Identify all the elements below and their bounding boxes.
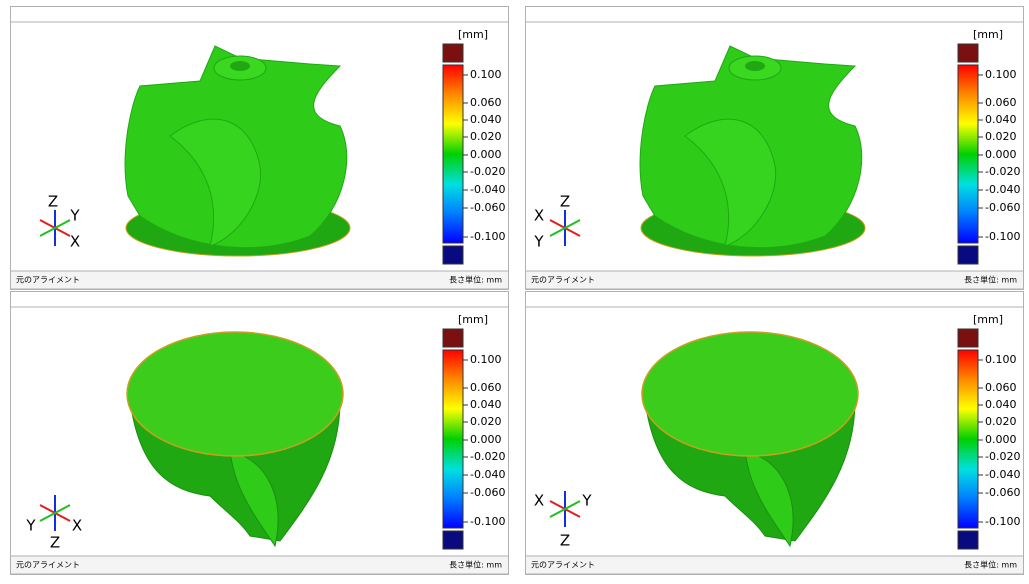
scale-label: 0.000 [985, 433, 1017, 446]
model-hub-hole [745, 61, 765, 71]
scale-label: 0.040 [470, 113, 502, 126]
axis-label: X [70, 233, 80, 251]
axis-green [39, 504, 71, 522]
scale-label: -0.100 [470, 230, 505, 243]
scale-label: 0.020 [985, 415, 1017, 428]
scale-label: 0.020 [470, 130, 502, 143]
footer-left: 元のアライメント [531, 276, 595, 285]
model-top [641, 331, 859, 457]
colorbar [442, 64, 464, 244]
axis-green [549, 500, 581, 518]
axis-label: X [72, 517, 82, 535]
axis-label: Y [69, 207, 80, 225]
scale-label: -0.060 [470, 486, 505, 499]
axis-label: Z [560, 532, 570, 550]
scale-label: 0.000 [470, 433, 502, 446]
scale-label: -0.040 [470, 183, 505, 196]
axis-label: Z [48, 193, 58, 211]
colorbar-min [957, 530, 979, 550]
scale-label: 0.060 [985, 381, 1017, 394]
footer-right: 長さ単位: mm [964, 560, 1017, 570]
model-blade [744, 450, 794, 548]
model-blade [169, 118, 262, 247]
footer [525, 555, 1024, 575]
scale-label: -0.060 [985, 486, 1020, 499]
unit-label: [mm] [973, 313, 1003, 326]
model-blade [229, 450, 279, 548]
axis-label: Z [560, 193, 570, 211]
footer-right: 長さ単位: mm [449, 275, 502, 285]
colorbar [957, 64, 979, 244]
scale-label: 0.000 [985, 148, 1017, 161]
unit-label: [mm] [458, 28, 488, 41]
scale-label: -0.020 [985, 165, 1020, 178]
panel: [mm] 0.100 0.060 0.040 0.020 0.000 -0.020 -0.04… [525, 6, 1024, 290]
scale-label: 0.100 [985, 353, 1017, 366]
scale-label: -0.040 [470, 468, 505, 481]
footer-left: 元のアライメント [531, 561, 595, 570]
model-top [126, 331, 344, 457]
panel: [mm] 0.100 0.060 0.040 0.020 0.000 -0.020 -0.04… [10, 291, 509, 575]
colorbar-min [957, 245, 979, 265]
scale-label: -0.060 [470, 201, 505, 214]
footer [10, 270, 509, 290]
colorbar-max [957, 328, 979, 348]
axis-green [549, 219, 581, 237]
colorbar [442, 349, 464, 529]
axis-green [39, 219, 71, 237]
footer [525, 270, 1024, 290]
scale-label: 0.060 [470, 381, 502, 394]
footer-right: 長さ単位: mm [964, 275, 1017, 285]
model-hub-hole [230, 61, 250, 71]
scale-label: 0.060 [985, 96, 1017, 109]
colorbar-max [442, 43, 464, 63]
scale-label: 0.100 [470, 68, 502, 81]
panel: [mm] 0.100 0.060 0.040 0.020 0.000 -0.020 -0.04… [525, 291, 1024, 575]
scale-label: 0.040 [985, 398, 1017, 411]
footer-left: 元のアライメント [16, 561, 80, 570]
unit-label: [mm] [973, 28, 1003, 41]
scale-label: 0.060 [470, 96, 502, 109]
axis-label: X [534, 207, 544, 225]
scale-label: 0.040 [985, 113, 1017, 126]
scale-label: -0.040 [985, 468, 1020, 481]
scale-label: -0.100 [985, 515, 1020, 528]
footer-left: 元のアライメント [16, 276, 80, 285]
scale-label: -0.020 [470, 165, 505, 178]
panel: [mm] 0.100 0.060 0.040 0.020 0.000 -0.020 -0.04… [10, 6, 509, 290]
axis-label: X [534, 492, 544, 510]
scale-label: 0.100 [470, 353, 502, 366]
model-blade [684, 118, 777, 247]
colorbar-min [442, 530, 464, 550]
scale-label: -0.020 [470, 450, 505, 463]
colorbar-max [442, 328, 464, 348]
axis-label: Y [581, 492, 592, 510]
axis-label: Y [25, 517, 36, 535]
colorbar-min [442, 245, 464, 265]
scale-label: -0.100 [470, 515, 505, 528]
scale-label: 0.020 [985, 130, 1017, 143]
scale-label: 0.020 [470, 415, 502, 428]
axis-label: Z [50, 534, 60, 552]
footer-right: 長さ単位: mm [449, 560, 502, 570]
scale-label: 0.100 [985, 68, 1017, 81]
scale-label: -0.020 [985, 450, 1020, 463]
scale-label: 0.040 [470, 398, 502, 411]
colorbar-max [957, 43, 979, 63]
footer [10, 555, 509, 575]
axis-label: Y [533, 233, 544, 251]
scale-label: 0.000 [470, 148, 502, 161]
scale-label: -0.040 [985, 183, 1020, 196]
colorbar [957, 349, 979, 529]
unit-label: [mm] [458, 313, 488, 326]
scale-label: -0.060 [985, 201, 1020, 214]
scale-label: -0.100 [985, 230, 1020, 243]
